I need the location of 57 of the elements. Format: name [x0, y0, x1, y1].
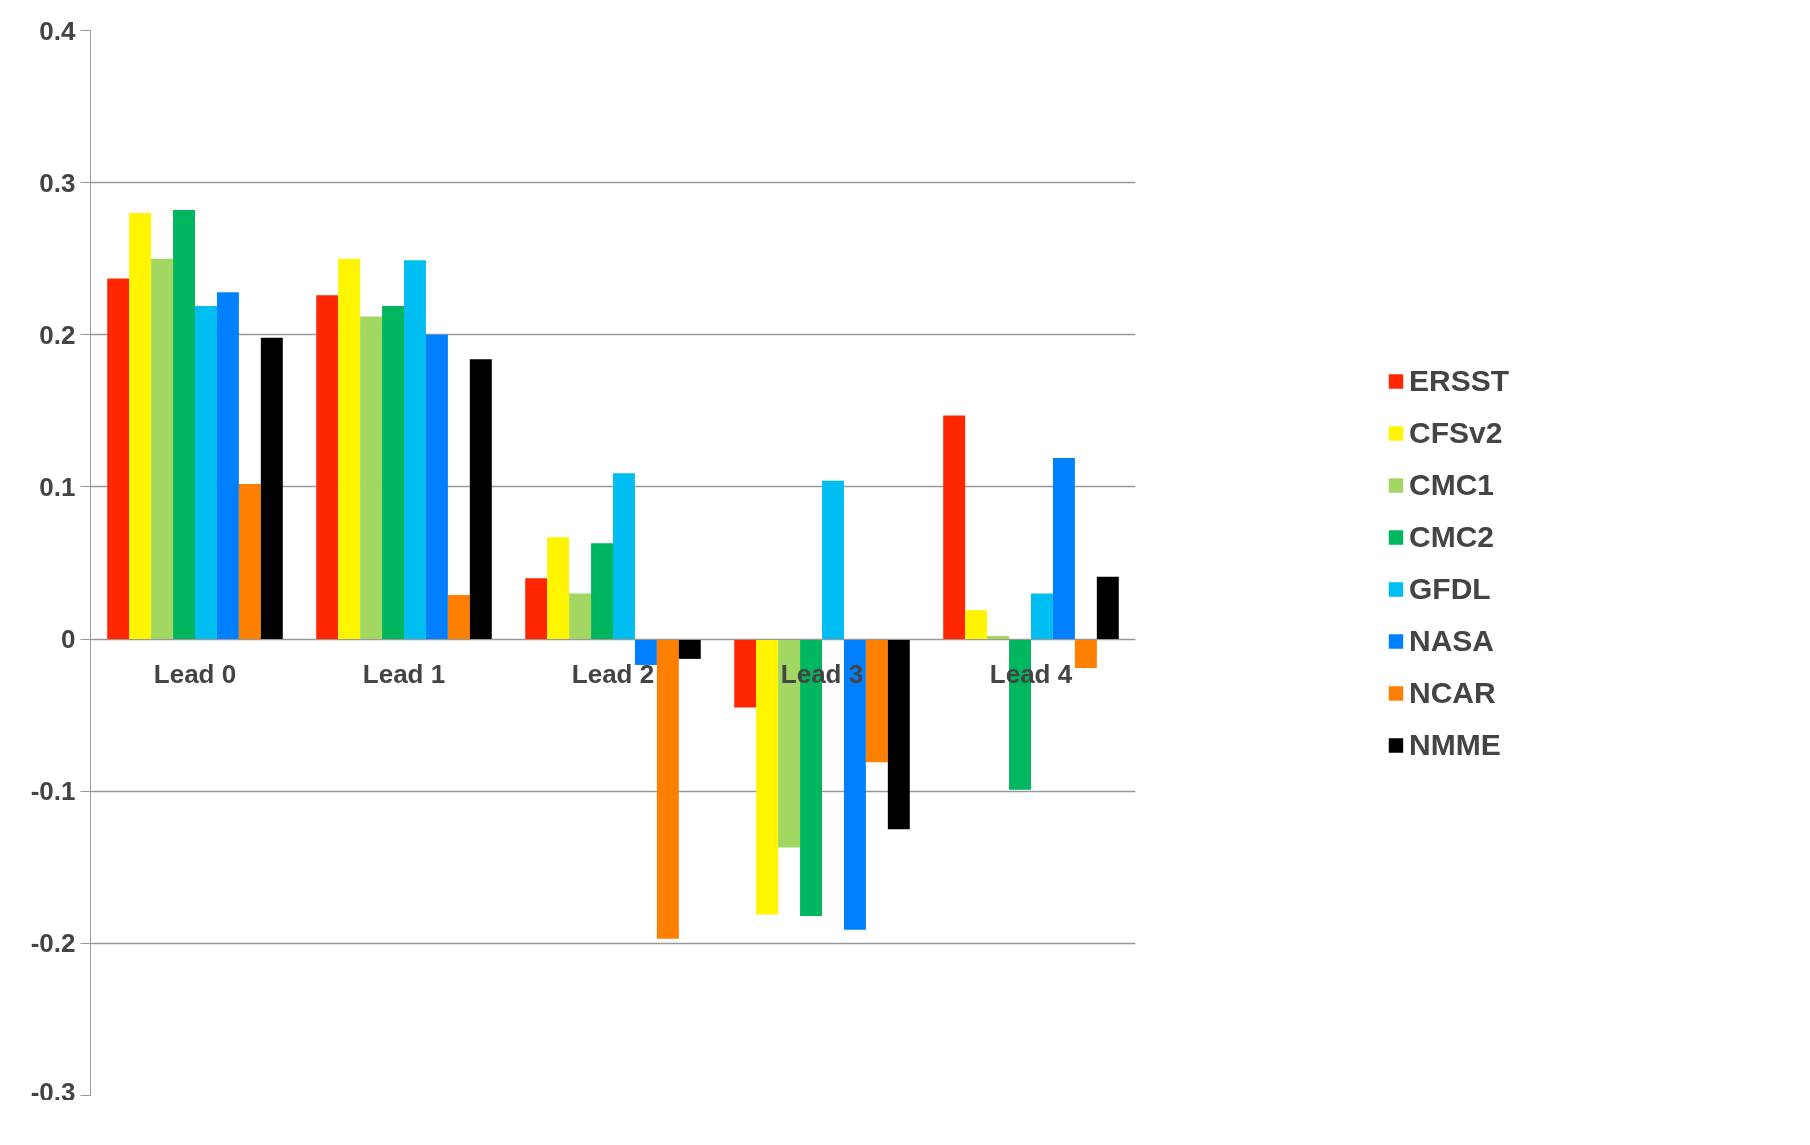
- bar: [965, 610, 988, 640]
- bar: [887, 639, 910, 830]
- bar: [129, 213, 152, 640]
- bar: [338, 258, 361, 640]
- bar: [656, 639, 679, 939]
- bar: [865, 639, 888, 763]
- bar: [987, 636, 1010, 640]
- bar: [525, 578, 548, 640]
- x-tick-label: Lead 2: [571, 659, 655, 690]
- legend-label: ERSST: [1408, 363, 1510, 398]
- bar: [360, 316, 383, 640]
- bar: [1031, 593, 1053, 640]
- bar: [843, 639, 866, 930]
- bar: [382, 305, 404, 640]
- y-tick-label: 0.4: [39, 15, 77, 46]
- bar: [425, 334, 448, 640]
- legend-label: NASA: [1408, 623, 1494, 658]
- legend-label: CMC2: [1408, 519, 1494, 554]
- y-tick-label: 0.3: [39, 167, 76, 198]
- y-tick-label: -0.2: [30, 928, 76, 959]
- bar: [173, 210, 195, 640]
- bar: [1052, 458, 1075, 640]
- bar: [238, 483, 261, 640]
- bar: [734, 639, 757, 708]
- bar: [447, 594, 470, 640]
- bar: [678, 639, 701, 659]
- y-tick-label: 0.1: [39, 471, 76, 502]
- bar: [547, 537, 570, 640]
- y-tick-label: 0.2: [39, 319, 76, 350]
- bar: [569, 593, 592, 640]
- legend-label: CFSv2: [1408, 415, 1503, 450]
- bar: [591, 543, 613, 640]
- bar: [404, 260, 426, 640]
- bar: [151, 258, 174, 640]
- bar: [943, 415, 966, 640]
- y-tick-label: -0.3: [30, 1076, 76, 1107]
- x-tick-label: Lead 3: [780, 659, 864, 690]
- bar: [1074, 639, 1097, 668]
- legend-label: NMME: [1408, 727, 1501, 762]
- legend-label: NCAR: [1408, 675, 1496, 710]
- bar: [195, 305, 217, 640]
- x-tick-label: Lead 1: [362, 659, 446, 690]
- legend-label: CMC1: [1408, 467, 1494, 502]
- bar: [634, 639, 657, 665]
- y-tick-label: 0: [61, 624, 76, 655]
- bar: [756, 639, 779, 915]
- bar: [469, 359, 492, 640]
- bar: [316, 295, 339, 640]
- bar: [613, 473, 635, 640]
- x-tick-label: Lead 0: [153, 659, 237, 690]
- bar: [1096, 576, 1119, 640]
- bar: [822, 480, 844, 640]
- bar: [216, 292, 239, 640]
- bar: [107, 278, 130, 640]
- bar: [260, 337, 283, 640]
- y-tick-label: -0.1: [30, 776, 76, 807]
- legend-label: GFDL: [1408, 571, 1491, 606]
